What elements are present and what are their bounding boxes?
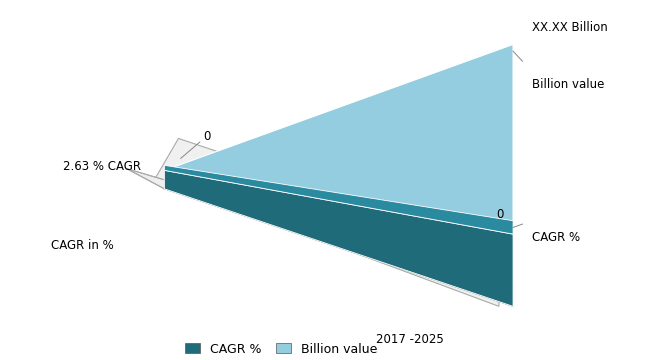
- Polygon shape: [164, 170, 513, 306]
- Text: 2.63 % CAGR: 2.63 % CAGR: [63, 160, 141, 173]
- Text: XX.XX Billion: XX.XX Billion: [532, 21, 608, 35]
- Text: Billion value: Billion value: [532, 78, 605, 91]
- Text: CAGR in %: CAGR in %: [51, 239, 114, 252]
- Text: 0: 0: [203, 130, 210, 143]
- Polygon shape: [127, 169, 513, 306]
- Text: 0: 0: [496, 207, 504, 221]
- Text: 2017 -2025: 2017 -2025: [375, 333, 444, 346]
- Legend: CAGR %, Billion value: CAGR %, Billion value: [180, 338, 383, 360]
- Polygon shape: [164, 165, 513, 234]
- Text: CAGR %: CAGR %: [532, 231, 580, 244]
- Polygon shape: [164, 44, 513, 283]
- Polygon shape: [155, 139, 499, 306]
